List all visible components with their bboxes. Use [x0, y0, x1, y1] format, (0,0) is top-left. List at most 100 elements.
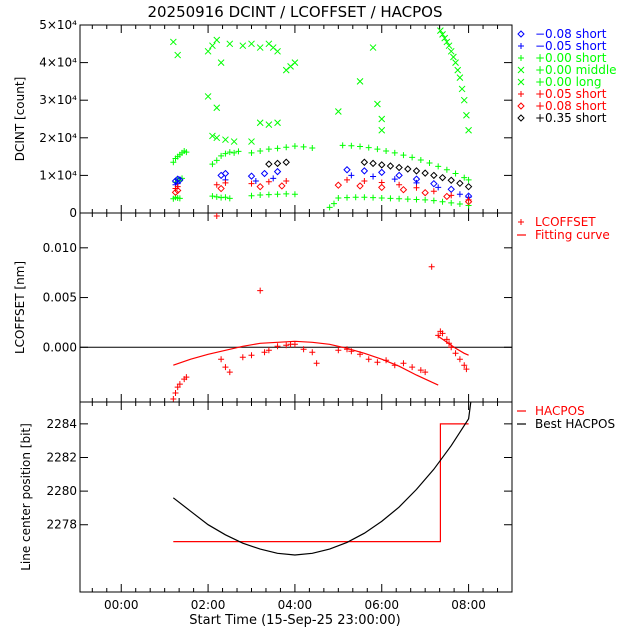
- data-point: [265, 146, 272, 153]
- y-tick-label: 0.000: [43, 340, 77, 354]
- data-point: [283, 342, 290, 349]
- data-point: [413, 196, 420, 203]
- data-point: [447, 47, 455, 55]
- data-point: [370, 173, 377, 180]
- data-point: [226, 40, 234, 48]
- data-point: [465, 126, 472, 134]
- series-line: [173, 423, 469, 543]
- data-point: [283, 190, 290, 197]
- data-point: [218, 356, 225, 363]
- data-point: [383, 147, 390, 154]
- data-point: [422, 369, 429, 376]
- data-point: [261, 349, 268, 356]
- data-point: [172, 390, 179, 397]
- panels: 0 1×10⁴ 2×10⁴ 3×10⁴ 4×10⁴ 5×10⁴ DCINT [count] −…: [13, 18, 617, 612]
- data-point: [409, 364, 416, 371]
- data-point: [378, 115, 386, 123]
- data-point: [274, 343, 281, 350]
- series: [265, 158, 473, 191]
- series: [172, 401, 472, 556]
- data-point: [435, 184, 442, 191]
- data-point: [447, 185, 455, 194]
- data-point: [421, 188, 429, 197]
- data-point: [395, 163, 403, 172]
- data-point: [217, 59, 225, 66]
- panel-dcint: 0 1×10⁴ 2×10⁴ 3×10⁴ 4×10⁴ 5×10⁴ DCINT [count] −…: [13, 18, 617, 220]
- panel-hacpos: 2278 2280 2282 2284 Line center position [bi…: [19, 401, 615, 593]
- series: [170, 212, 470, 403]
- data-point: [421, 169, 429, 177]
- y-tick-label: 2280: [46, 484, 77, 498]
- data-point: [257, 287, 264, 294]
- data-point: [356, 78, 364, 85]
- data-point: [222, 136, 229, 144]
- data-point: [395, 171, 403, 180]
- data-point: [439, 330, 446, 337]
- data-point: [422, 196, 429, 203]
- legend-label: +0.00 middle: [535, 63, 617, 77]
- data-point: [270, 175, 277, 182]
- legend-label: LCOFFSET: [535, 215, 596, 229]
- x-tick-label: 02:00: [191, 598, 226, 612]
- y-tick-label: 4×10⁴: [39, 56, 77, 70]
- data-point: [344, 176, 351, 183]
- data-point: [274, 145, 281, 152]
- y-tick-label: 1×10⁴: [39, 168, 77, 182]
- data-point: [248, 149, 255, 156]
- data-point: [437, 27, 444, 34]
- data-point: [239, 42, 247, 50]
- x-tick-label: 00:00: [104, 598, 139, 612]
- data-point: [378, 194, 385, 201]
- data-point: [239, 354, 246, 361]
- data-point: [378, 161, 386, 169]
- x-tick-label: 08:00: [451, 598, 486, 612]
- data-point: [334, 108, 342, 115]
- data-point: [170, 159, 177, 166]
- fit-line: [437, 335, 469, 356]
- legend-label: +0.35 short: [535, 111, 607, 125]
- data-point: [378, 183, 386, 192]
- data-point: [386, 162, 395, 170]
- data-point: [391, 149, 398, 156]
- legend-symbol: [517, 78, 525, 86]
- data-point: [221, 169, 230, 178]
- data-point: [443, 38, 451, 46]
- data-point: [248, 40, 255, 48]
- legend-symbol: [517, 102, 525, 110]
- data-point: [204, 93, 212, 100]
- data-point: [213, 181, 220, 188]
- data-point: [218, 152, 225, 159]
- data-point: [339, 142, 346, 149]
- y-axis-label: Line center position [bit]: [19, 423, 33, 571]
- data-point: [183, 149, 190, 156]
- chart-title: 20250916 DCINT / LCOFFSET / HACPOS: [147, 3, 442, 21]
- legend-label: Best HACPOS: [535, 417, 615, 431]
- data-point: [452, 350, 459, 357]
- data-point: [344, 194, 351, 201]
- legend-symbol: [518, 219, 524, 225]
- legend-symbol: [517, 66, 525, 74]
- data-point: [458, 85, 466, 93]
- data-point: [456, 74, 464, 81]
- legend-label: +0.08 short: [535, 99, 607, 113]
- data-point: [456, 191, 463, 198]
- data-point: [213, 193, 220, 200]
- data-point: [283, 178, 290, 185]
- data-point: [430, 197, 437, 204]
- data-point: [348, 172, 355, 179]
- series: [173, 423, 469, 543]
- data-point: [265, 160, 273, 168]
- data-point: [365, 144, 372, 151]
- data-point: [348, 142, 355, 149]
- data-point: [439, 31, 446, 38]
- legend-symbol: [518, 55, 524, 61]
- y-tick-label: 2282: [46, 450, 77, 464]
- data-point: [291, 59, 299, 66]
- data-point: [209, 42, 216, 50]
- series: [170, 142, 472, 211]
- data-point: [465, 196, 472, 203]
- data-point: [370, 194, 377, 201]
- data-point: [412, 167, 421, 175]
- legend-symbol: [517, 30, 525, 38]
